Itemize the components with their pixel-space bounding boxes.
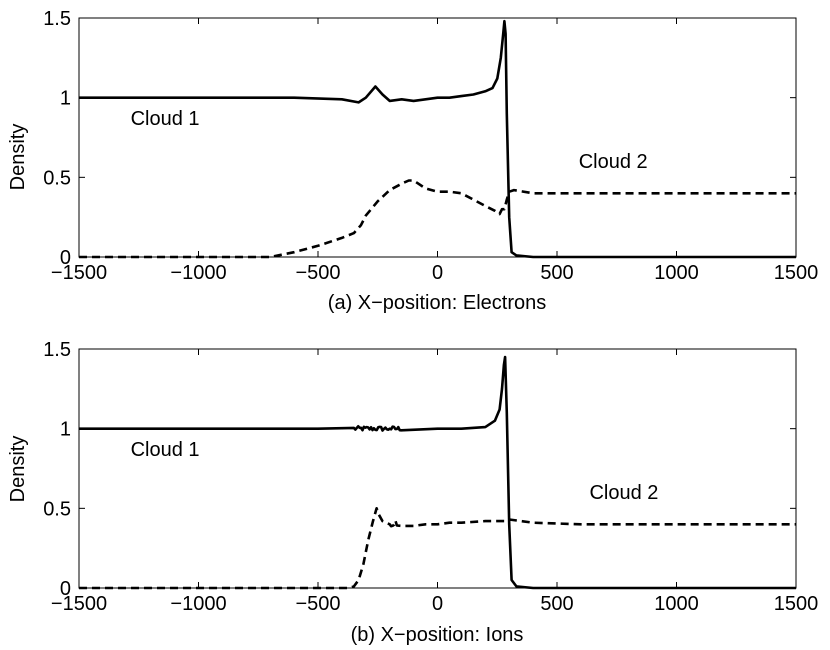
y-tick-label: 1.5 — [43, 339, 71, 361]
series-cloud2-line — [79, 179, 796, 259]
y-ticks: 0 0.5 1 1.5 — [43, 339, 796, 600]
x-ticks: −1500 −1000 −500 0 500 1000 1500 — [51, 18, 818, 284]
y-axis-label: Density — [7, 436, 29, 503]
y-tick-label: 1 — [60, 88, 71, 110]
panel-ions: −1500 −1000 −500 0 500 1000 1500 0 0.5 1 1.5 Clou… — [7, 339, 818, 646]
x-tick-label: 0 — [432, 593, 443, 615]
x-tick-label: 500 — [540, 262, 573, 284]
y-tick-label: 1.5 — [43, 8, 71, 30]
y-tick-label: 0.5 — [43, 167, 71, 189]
annotations: Cloud 1 Cloud 2 — [131, 108, 648, 173]
plot-frame — [78, 17, 797, 258]
annotation-label: Cloud 2 — [589, 482, 658, 504]
annotation-label: Cloud 1 — [131, 439, 200, 461]
panel-electrons: −1500 −1000 −500 0 500 1000 1500 0 0.5 1 1.5 Clou… — [7, 8, 818, 314]
y-ticks: 0 0.5 1 1.5 — [43, 8, 796, 269]
x-tick-label: −1500 — [51, 593, 107, 615]
x-tick-label: −500 — [295, 593, 340, 615]
annotation-label: Cloud 2 — [579, 151, 648, 173]
y-tick-label: 0 — [60, 578, 71, 600]
x-axis-label: (a) X−position: Electrons — [328, 292, 546, 314]
x-tick-label: 1500 — [774, 593, 819, 615]
x-tick-label: −1500 — [51, 262, 107, 284]
series-cloud2-line — [79, 507, 796, 590]
x-tick-label: 1000 — [654, 593, 699, 615]
x-tick-label: 500 — [540, 593, 573, 615]
x-tick-label: −1000 — [170, 262, 226, 284]
x-ticks: −1500 −1000 −500 0 500 1000 1500 — [51, 349, 818, 615]
y-axis-label: Density — [7, 124, 29, 191]
series-layer — [79, 19, 796, 259]
series-cloud1-line — [79, 19, 796, 259]
y-tick-label: 1 — [60, 419, 71, 441]
x-tick-label: −1000 — [170, 593, 226, 615]
annotations: Cloud 1 Cloud 2 — [131, 439, 659, 504]
series-layer — [79, 355, 796, 590]
x-tick-label: −500 — [295, 262, 340, 284]
x-tick-label: 1000 — [654, 262, 699, 284]
x-tick-label: 0 — [432, 262, 443, 284]
y-tick-label: 0 — [60, 247, 71, 269]
x-axis-label: (b) X−position: Ions — [351, 624, 524, 646]
plot-frame — [78, 348, 797, 589]
series-cloud1-line — [79, 355, 796, 590]
y-tick-label: 0.5 — [43, 498, 71, 520]
annotation-label: Cloud 1 — [131, 108, 200, 130]
x-tick-label: 1500 — [774, 262, 819, 284]
